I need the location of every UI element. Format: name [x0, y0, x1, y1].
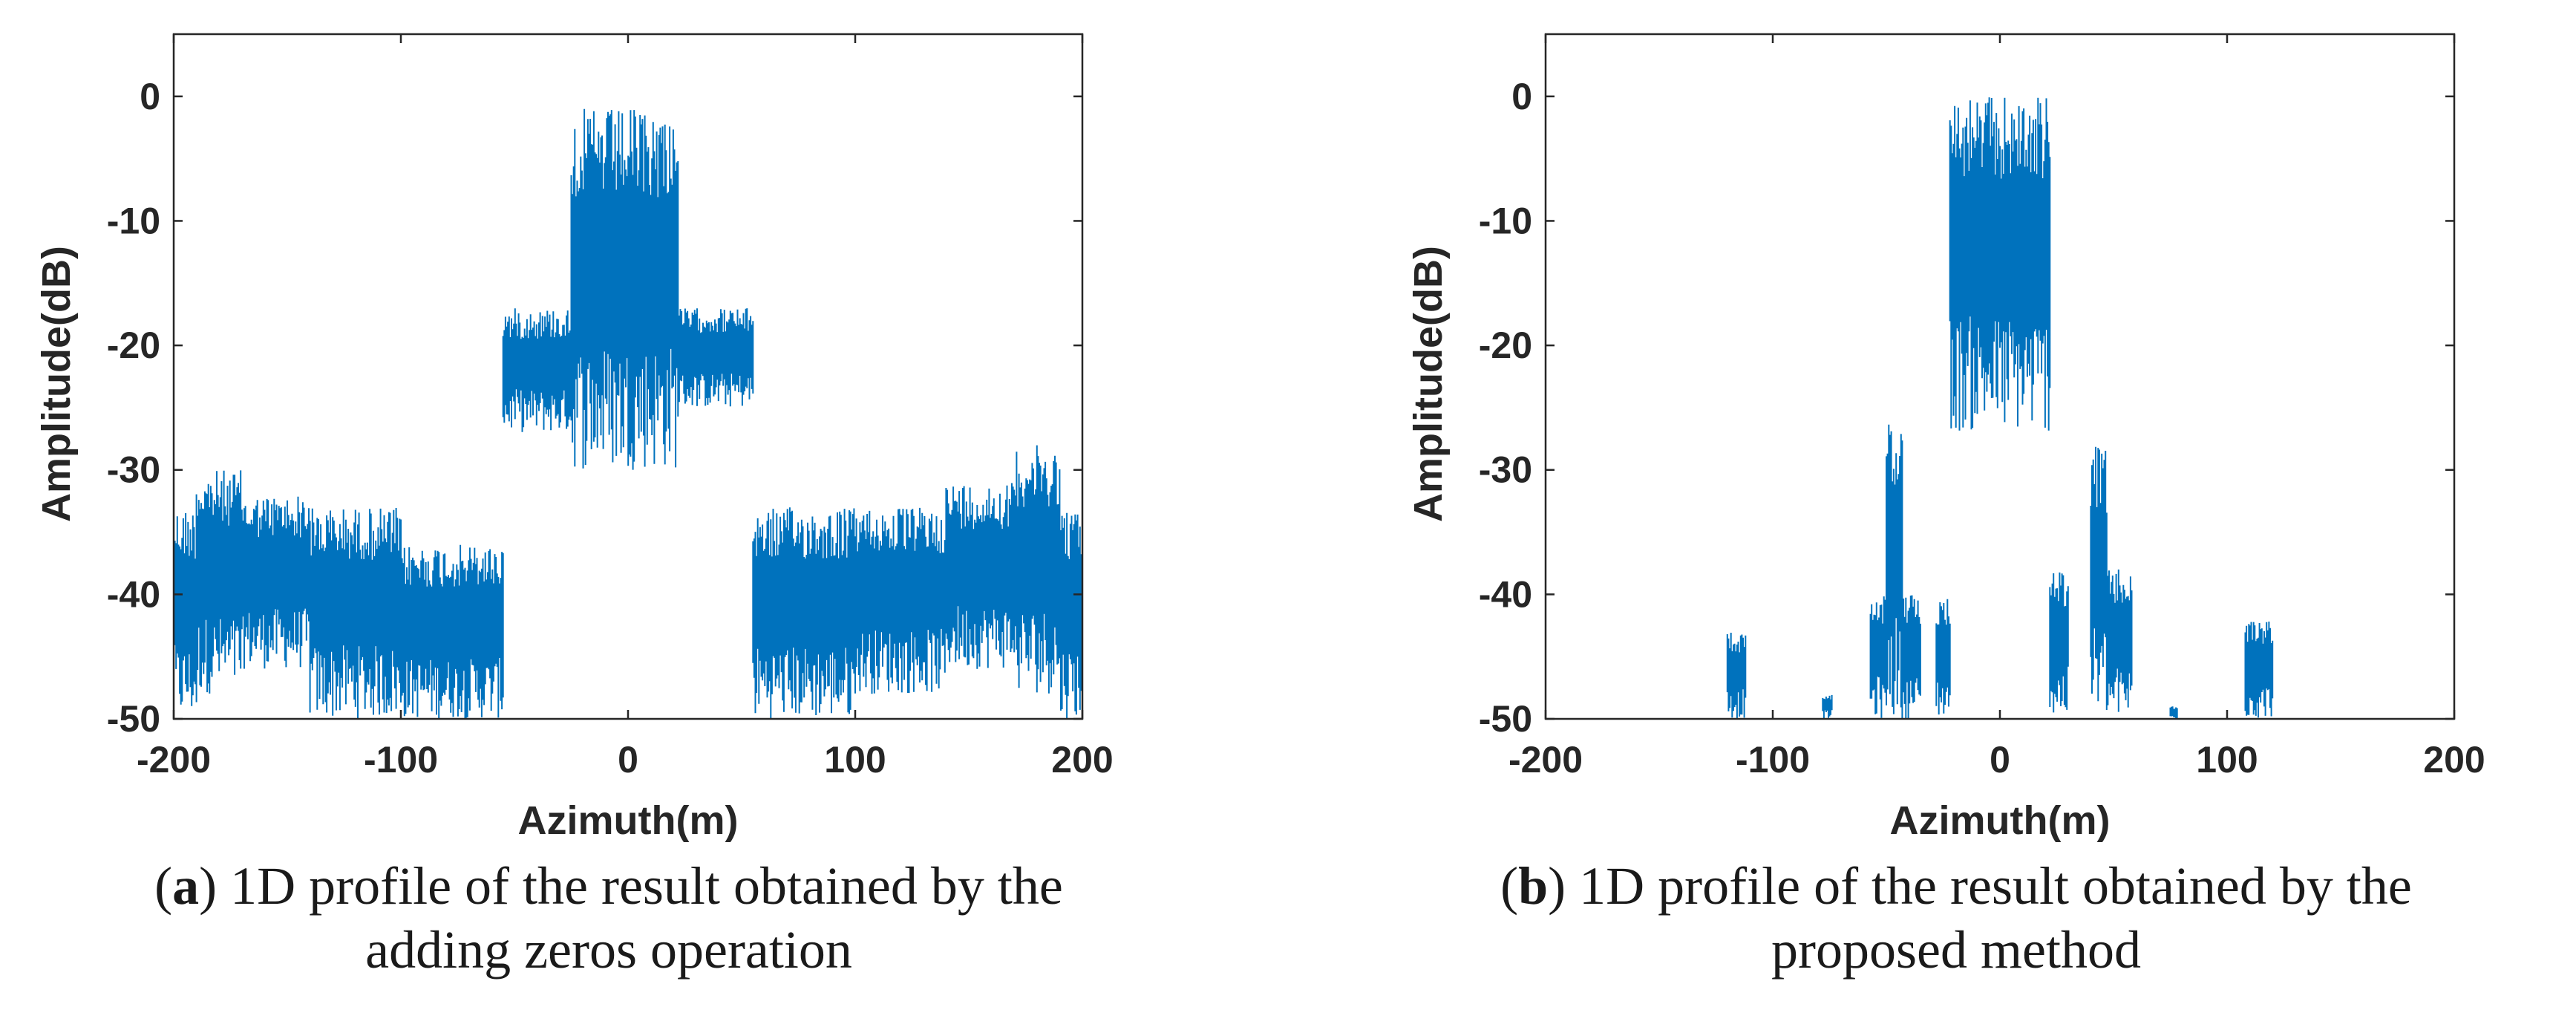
- axes-frame-b: [1544, 33, 2456, 720]
- y-axis-label-a: Amplitude(dB): [34, 246, 79, 522]
- y-axis-label-b: Amplitude(dB): [1406, 246, 1451, 522]
- y-tick-label-a-5: -50: [107, 698, 160, 740]
- x-tick-label-b-1: -100: [1736, 739, 1810, 781]
- x-tick-label-a-1: -100: [364, 739, 438, 781]
- panel-a-chart: -200 -100 0 100 200 0 -10 -20 -30 -40 -50 Azimuth(m…: [34, 33, 1114, 843]
- x-tick-label-a-2: 0: [618, 739, 638, 781]
- y-tick-label-a-0: 0: [140, 76, 160, 117]
- caption-b: (b) 1D profile of the result obtained by…: [1500, 856, 2412, 980]
- caption-b-line2: proposed method: [1771, 920, 2141, 980]
- caption-b-label: b: [1518, 856, 1549, 916]
- y-tick-label-b-0: 0: [1511, 76, 1532, 117]
- caption-a-line1: 1D profile of the result obtained by the: [230, 856, 1063, 916]
- x-tick-label-a-3: 100: [824, 739, 886, 781]
- x-tick-label-b-4: 200: [2423, 739, 2485, 781]
- y-tick-label-b-5: -50: [1479, 698, 1532, 740]
- series-line-a-0: [173, 108, 1083, 719]
- y-tick-label-a-1: -10: [107, 200, 160, 241]
- x-tick-label-a-0: -200: [137, 739, 211, 781]
- caption-a: (a) 1D profile of the result obtained by…: [154, 856, 1063, 980]
- x-tick-label-b-0: -200: [1508, 739, 1583, 781]
- x-axis-label-a: Azimuth(m): [518, 798, 739, 843]
- y-tick-label-b-3: -30: [1479, 449, 1532, 491]
- y-tick-label-b-1: -10: [1479, 200, 1532, 241]
- y-tick-label-a-4: -40: [107, 573, 160, 615]
- x-tick-label-a-4: 200: [1051, 739, 1113, 781]
- panel-b-chart: -200 -100 0 100 200 0 -10 -20 -30 -40 -50 Azimuth(m…: [1406, 33, 2485, 843]
- y-tick-label-a-3: -30: [107, 449, 160, 491]
- caption-a-line2: adding zeros operation: [365, 920, 852, 980]
- caption-b-line1: 1D profile of the result obtained by the: [1579, 856, 2412, 916]
- x-tick-label-b-2: 0: [1990, 739, 2010, 781]
- x-axis-label-b: Azimuth(m): [1890, 798, 2111, 843]
- x-tick-label-b-3: 100: [2196, 739, 2258, 781]
- y-tick-label-b-4: -40: [1479, 573, 1532, 615]
- y-tick-label-b-2: -20: [1479, 325, 1532, 366]
- y-tick-label-a-2: -20: [107, 325, 160, 366]
- series-line-b-0: [1726, 97, 2274, 719]
- caption-a-label: a: [172, 856, 200, 916]
